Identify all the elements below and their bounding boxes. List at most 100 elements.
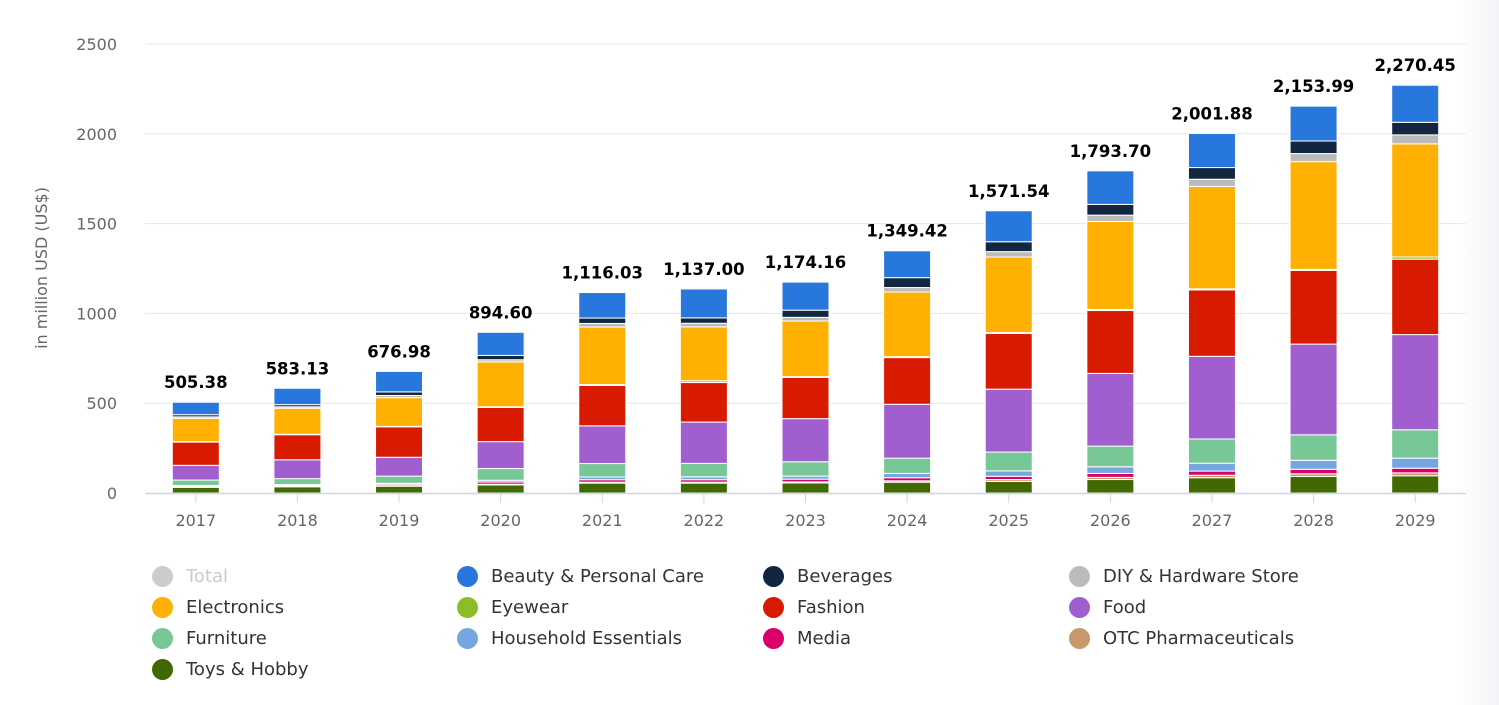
bar-segment-beverages[interactable] [1391, 121, 1440, 136]
bar-segment-electronics[interactable] [883, 291, 932, 358]
bar-segment-electronics[interactable] [679, 326, 728, 382]
legend-item-beauty-personal-care[interactable]: Beauty & Personal Care [457, 562, 704, 590]
bar-segment-fashion[interactable] [1187, 289, 1236, 357]
bar-segment-media[interactable] [1391, 467, 1440, 474]
bar-segment-fashion[interactable] [984, 333, 1033, 390]
bar-segment-food[interactable] [171, 464, 220, 481]
bar-segment-diy-hardware-store[interactable] [984, 251, 1033, 258]
bar-segment-beverages[interactable] [781, 309, 830, 318]
bar-segment-food[interactable] [1086, 372, 1135, 447]
bar-segment-media[interactable] [1289, 468, 1338, 475]
bar-segment-electronics[interactable] [375, 397, 424, 427]
bar-segment-beauty-personal-care[interactable] [1289, 105, 1338, 142]
bar-segment-beauty-personal-care[interactable] [1086, 170, 1135, 205]
bar-segment-electronics[interactable] [1289, 161, 1338, 270]
bar-segment-household-essentials[interactable] [1391, 457, 1440, 469]
legend-item-electronics[interactable]: Electronics [152, 593, 284, 621]
bar-segment-diy-hardware-store[interactable] [1187, 178, 1236, 187]
bar-segment-beauty-personal-care[interactable] [1187, 132, 1236, 169]
bar-segment-toys-hobby[interactable] [883, 481, 932, 494]
bar-segment-fashion[interactable] [679, 382, 728, 423]
legend-item-toys-hobby[interactable]: Toys & Hobby [152, 655, 309, 683]
bar-segment-household-essentials[interactable] [1086, 466, 1135, 474]
bar-segment-furniture[interactable] [883, 457, 932, 474]
bar-segment-electronics[interactable] [273, 407, 322, 435]
bar-segment-food[interactable] [1391, 334, 1440, 431]
bar-segment-beverages[interactable] [375, 391, 424, 396]
bar-segment-beauty-personal-care[interactable] [781, 281, 830, 311]
bar-segment-electronics[interactable] [171, 417, 220, 443]
bar-segment-food[interactable] [273, 459, 322, 480]
bar-segment-electronics[interactable] [984, 256, 1033, 333]
bar-segment-electronics[interactable] [781, 320, 830, 378]
bar-segment-furniture[interactable] [1289, 434, 1338, 461]
bar-segment-toys-hobby[interactable] [1086, 479, 1135, 494]
bar-segment-furniture[interactable] [375, 475, 424, 484]
legend-item-diy-hardware-store[interactable]: DIY & Hardware Store [1069, 562, 1299, 590]
bar-segment-beauty-personal-care[interactable] [171, 401, 220, 416]
bar-segment-toys-hobby[interactable] [578, 482, 627, 494]
bar-segment-toys-hobby[interactable] [476, 484, 525, 494]
bar-segment-food[interactable] [984, 388, 1033, 453]
bar-segment-furniture[interactable] [476, 468, 525, 481]
bar-segment-toys-hobby[interactable] [1289, 475, 1338, 494]
bar-segment-beauty-personal-care[interactable] [273, 387, 322, 406]
bar-segment-beverages[interactable] [578, 317, 627, 324]
bar-segment-furniture[interactable] [679, 462, 728, 478]
bar-segment-beverages[interactable] [679, 317, 728, 324]
bar-segment-food[interactable] [1289, 343, 1338, 436]
bar-segment-electronics[interactable] [578, 326, 627, 386]
bar-segment-furniture[interactable] [781, 461, 830, 477]
bar-segment-toys-hobby[interactable] [984, 480, 1033, 494]
bar-segment-food[interactable] [476, 441, 525, 470]
bar-segment-beauty-personal-care[interactable] [476, 331, 525, 356]
bar-segment-beauty-personal-care[interactable] [883, 250, 932, 279]
bar-segment-diy-hardware-store[interactable] [1391, 134, 1440, 145]
bar-segment-toys-hobby[interactable] [1187, 477, 1236, 494]
bar-segment-media[interactable] [1187, 470, 1236, 476]
bar-segment-toys-hobby[interactable] [679, 482, 728, 494]
bar-segment-fashion[interactable] [781, 376, 830, 420]
bar-segment-household-essentials[interactable] [984, 470, 1033, 477]
bar-segment-furniture[interactable] [1086, 445, 1135, 468]
bar-segment-beauty-personal-care[interactable] [679, 288, 728, 319]
bar-segment-beauty-personal-care[interactable] [1391, 84, 1440, 123]
bar-segment-furniture[interactable] [578, 463, 627, 478]
bar-segment-diy-hardware-store[interactable] [578, 322, 627, 328]
bar-segment-furniture[interactable] [1391, 429, 1440, 459]
bar-segment-fashion[interactable] [883, 357, 932, 405]
legend-item-furniture[interactable]: Furniture [152, 624, 267, 652]
bar-segment-media[interactable] [1086, 472, 1135, 478]
bar-segment-beverages[interactable] [1086, 203, 1135, 216]
bar-segment-food[interactable] [375, 456, 424, 477]
bar-segment-toys-hobby[interactable] [273, 486, 322, 494]
bar-segment-diy-hardware-store[interactable] [883, 287, 932, 293]
legend-item-total[interactable]: Total [152, 562, 228, 590]
bar-segment-furniture[interactable] [1187, 438, 1236, 464]
bar-segment-electronics[interactable] [476, 361, 525, 408]
bar-segment-fashion[interactable] [578, 384, 627, 427]
bar-segment-fashion[interactable] [273, 434, 322, 461]
bar-segment-beverages[interactable] [476, 354, 525, 361]
bar-segment-fashion[interactable] [1086, 310, 1135, 374]
legend-item-eyewear[interactable]: Eyewear [457, 593, 568, 621]
bar-segment-fashion[interactable] [476, 407, 525, 443]
bar-segment-fashion[interactable] [375, 426, 424, 458]
bar-segment-beauty-personal-care[interactable] [578, 292, 627, 319]
legend-item-beverages[interactable]: Beverages [763, 562, 892, 590]
bar-segment-diy-hardware-store[interactable] [781, 316, 830, 322]
bar-segment-electronics[interactable] [1086, 220, 1135, 310]
bar-segment-toys-hobby[interactable] [375, 485, 424, 494]
bar-segment-diy-hardware-store[interactable] [1086, 214, 1135, 222]
bar-segment-beverages[interactable] [883, 277, 932, 289]
bar-segment-electronics[interactable] [1391, 143, 1440, 258]
bar-segment-fashion[interactable] [1391, 258, 1440, 336]
bar-segment-beauty-personal-care[interactable] [984, 210, 1033, 243]
legend-item-food[interactable]: Food [1069, 593, 1146, 621]
bar-segment-beauty-personal-care[interactable] [375, 370, 424, 393]
bar-segment-toys-hobby[interactable] [171, 486, 220, 494]
bar-segment-fashion[interactable] [171, 441, 220, 466]
bar-segment-electronics[interactable] [1187, 185, 1236, 290]
bar-segment-diy-hardware-store[interactable] [1289, 153, 1338, 163]
bar-segment-food[interactable] [883, 403, 932, 459]
